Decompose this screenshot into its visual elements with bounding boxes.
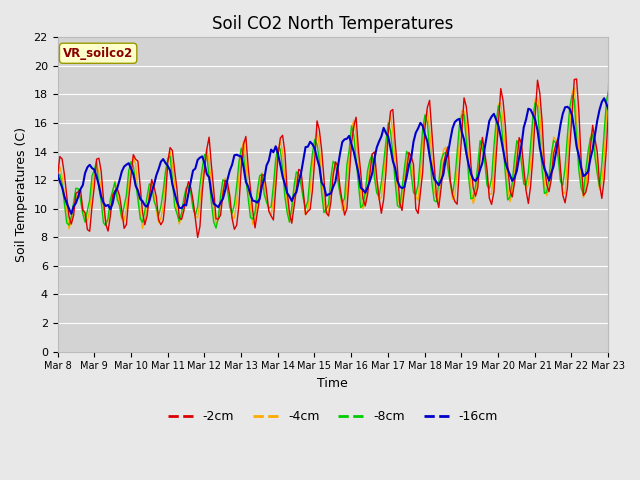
Y-axis label: Soil Temperatures (C): Soil Temperatures (C) — [15, 127, 28, 262]
Title: Soil CO2 North Temperatures: Soil CO2 North Temperatures — [212, 15, 454, 33]
Text: VR_soilco2: VR_soilco2 — [63, 47, 133, 60]
Legend: -2cm, -4cm, -8cm, -16cm: -2cm, -4cm, -8cm, -16cm — [163, 405, 503, 428]
X-axis label: Time: Time — [317, 377, 348, 390]
